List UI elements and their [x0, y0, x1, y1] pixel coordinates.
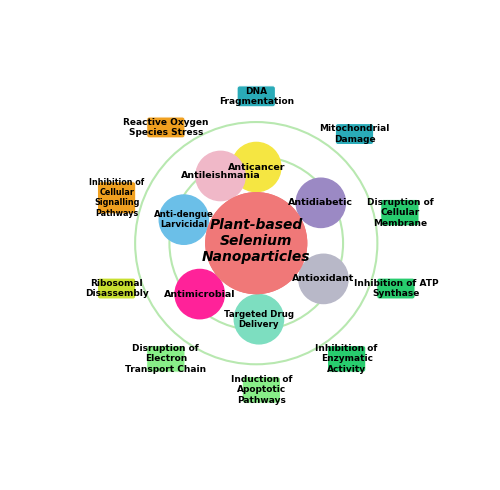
FancyBboxPatch shape: [376, 278, 415, 299]
Text: Antioxidant: Antioxidant: [292, 274, 354, 283]
Text: Disruption of
Cellular
Membrane: Disruption of Cellular Membrane: [366, 198, 434, 227]
Text: Disruption of
Electron
Transport Chain: Disruption of Electron Transport Chain: [126, 344, 206, 374]
Text: Antileishmania: Antileishmania: [180, 172, 260, 180]
Text: Plant-based
Selenium
Nanoparticles: Plant-based Selenium Nanoparticles: [202, 218, 310, 264]
Text: Induction of
Apoptotic
Pathways: Induction of Apoptotic Pathways: [230, 375, 292, 405]
Circle shape: [175, 270, 224, 318]
Circle shape: [206, 193, 306, 294]
FancyBboxPatch shape: [98, 278, 136, 299]
Circle shape: [299, 254, 348, 303]
FancyBboxPatch shape: [242, 377, 281, 403]
Circle shape: [206, 193, 306, 294]
Circle shape: [196, 151, 245, 200]
FancyBboxPatch shape: [237, 86, 276, 107]
Circle shape: [234, 294, 284, 344]
FancyBboxPatch shape: [328, 345, 366, 372]
Text: Anticancer: Anticancer: [228, 163, 285, 172]
Circle shape: [232, 143, 281, 192]
Text: Inhibition of ATP
Synthase: Inhibition of ATP Synthase: [354, 279, 438, 298]
FancyBboxPatch shape: [98, 182, 136, 214]
Text: Inhibition of
Cellular
Signalling
Pathways: Inhibition of Cellular Signalling Pathwa…: [89, 178, 144, 218]
Text: Anti-dengue
Larvicidal: Anti-dengue Larvicidal: [154, 210, 214, 229]
FancyBboxPatch shape: [380, 199, 419, 226]
Circle shape: [296, 178, 346, 227]
Text: Inhibition of
Enzymatic
Activity: Inhibition of Enzymatic Activity: [316, 344, 378, 374]
FancyBboxPatch shape: [146, 117, 185, 138]
FancyBboxPatch shape: [336, 123, 374, 145]
Text: DNA
Fragmentation: DNA Fragmentation: [218, 87, 294, 106]
Text: Ribosomal
Disassembly: Ribosomal Disassembly: [84, 279, 148, 298]
FancyBboxPatch shape: [146, 345, 185, 372]
Text: Mitochondrial
Damage: Mitochondrial Damage: [320, 124, 390, 144]
Text: Targeted Drug
Delivery: Targeted Drug Delivery: [224, 310, 294, 329]
Circle shape: [159, 195, 208, 245]
Text: Antidiabetic: Antidiabetic: [288, 198, 354, 207]
Text: Reactive Oxygen
Species Stress: Reactive Oxygen Species Stress: [123, 118, 208, 137]
Text: Antimicrobial: Antimicrobial: [164, 290, 236, 298]
